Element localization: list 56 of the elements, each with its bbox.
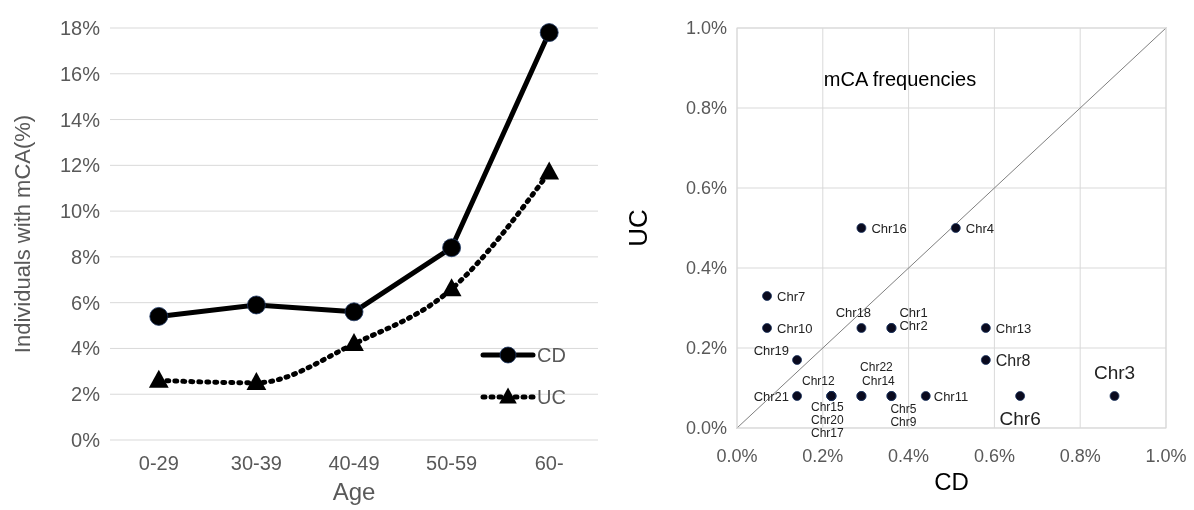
x-tick-label: 60- (534, 452, 564, 474)
x-tick-label: 0-29 (138, 452, 179, 474)
x-tick-label: 0.8% (1059, 446, 1101, 466)
x-tick-label: 0.4% (888, 446, 930, 466)
annotation: Chr2 (899, 317, 928, 333)
x-tick-label: 0.0% (716, 446, 758, 466)
x-tick-label: 0.2% (802, 446, 844, 466)
annotation: Chr21 (753, 388, 790, 404)
y-tick-label: 0.0% (685, 418, 727, 439)
y-tick-label: 8% (71, 245, 101, 268)
annotation: Chr5 (890, 402, 917, 417)
y-tick-label: 16% (59, 62, 101, 85)
annotation: Chr15 (811, 400, 845, 415)
x-tick-label: 40-49 (328, 452, 380, 474)
annotation: Chr20 (811, 413, 845, 428)
annotation: Chr17 (811, 426, 845, 441)
legend-label: CD (537, 344, 566, 366)
annotation: Chr22 (860, 360, 894, 375)
text: mCA frequencies (823, 68, 977, 90)
legend-label: UC (537, 386, 566, 408)
y-axis-title: Individuals with mCA(%) (10, 114, 35, 354)
annotation: Chr9 (890, 415, 917, 430)
annotation: Chr16 (871, 220, 907, 236)
x-axis-title: Age (332, 478, 376, 505)
annotation: Chr19 (753, 342, 790, 358)
y-tick-label: 10% (59, 200, 101, 223)
y-tick-label: 4% (71, 337, 101, 360)
x-tick-label: 50-59 (426, 452, 478, 474)
y-tick-label: 18% (59, 17, 101, 39)
x-axis-title: CD (934, 468, 969, 495)
y-tick-label: 0.6% (685, 178, 727, 199)
annotation: Chr11 (933, 388, 969, 404)
y-tick-label: 0.2% (685, 338, 727, 359)
y-tick-label: 2% (71, 383, 101, 406)
annotation: Chr7 (777, 288, 806, 304)
x-tick-label: 1.0% (1145, 446, 1187, 466)
y-tick-label: 0.4% (685, 258, 727, 279)
annotation: Chr3 (1093, 361, 1136, 383)
y-tick-label: 12% (59, 154, 101, 177)
y-axis-title: UC (623, 209, 653, 247)
y-tick-label: 0% (71, 429, 101, 451)
y-tick-label: 6% (71, 291, 101, 314)
y-tick-label: 0.8% (685, 98, 727, 119)
annotation: Chr6 (999, 407, 1041, 429)
annotation: Chr4 (965, 220, 994, 236)
annotation: Chr12 (802, 374, 836, 389)
annotation: Chr13 (995, 320, 1032, 336)
annotation: Chr1 (899, 304, 928, 320)
annotation: Chr10 (777, 320, 813, 336)
annotation: Chr8 (995, 351, 1031, 369)
annotation: Chr14 (862, 374, 896, 389)
y-tick-label: 1.0% (685, 18, 727, 39)
annotation: Chr18 (835, 304, 872, 320)
x-tick-label: 0.6% (973, 446, 1015, 466)
y-tick-label: 14% (59, 108, 101, 131)
x-tick-label: 30-39 (230, 452, 282, 474)
